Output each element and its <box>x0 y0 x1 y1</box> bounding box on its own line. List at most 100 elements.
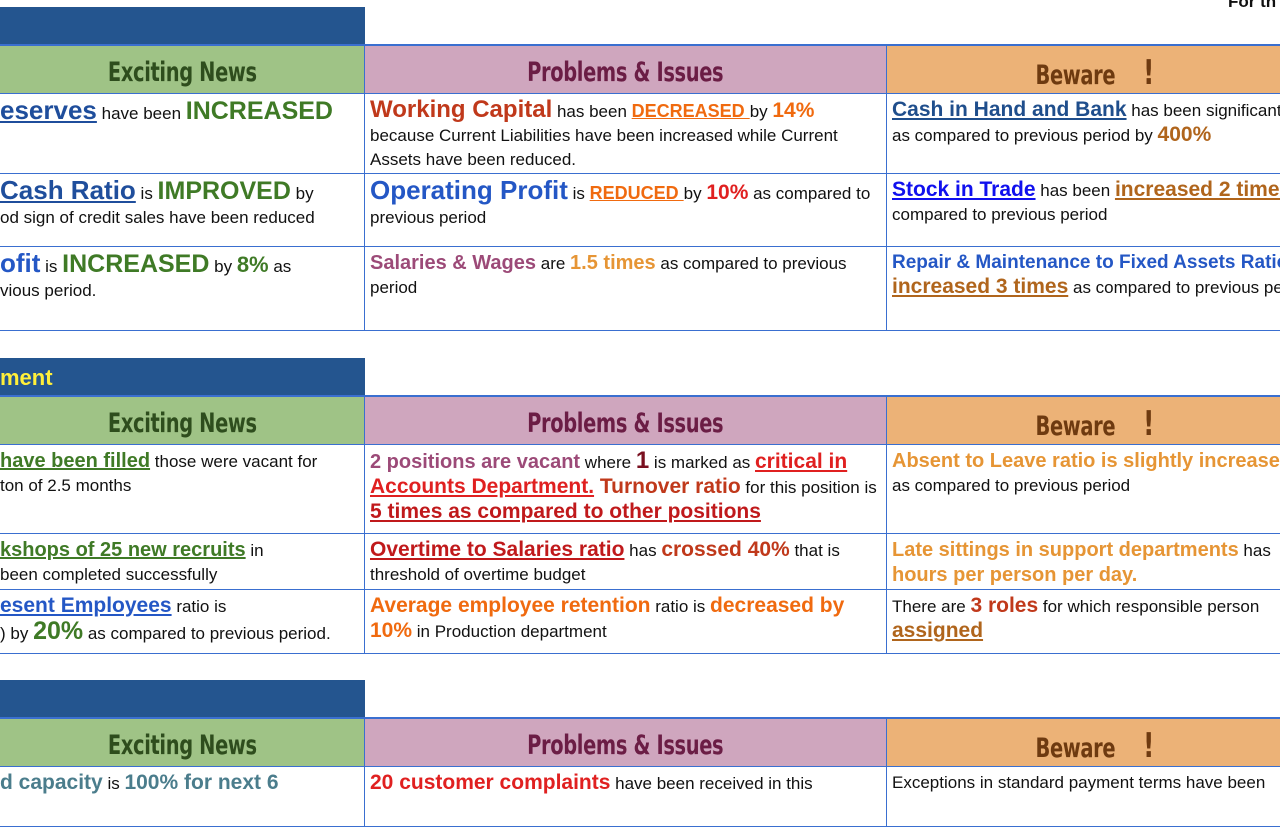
table-row: ofit is INCREASED by 8% as vious period. S… <box>0 247 1280 331</box>
cell-text: are <box>536 254 571 273</box>
highlight-text: Stock in Trade <box>892 178 1036 201</box>
highlight-text: Cash Ratio <box>0 175 136 205</box>
header-label: Beware <box>1035 733 1116 764</box>
highlight-text: INCREASED <box>185 97 333 125</box>
cell-text: as compared to previous period <box>1072 278 1280 297</box>
problems-cell: Overtime to Salaries ratio has crossed 4… <box>365 534 887 589</box>
problems-cell: 20 customer complaints have been receive… <box>365 767 887 826</box>
highlight-text: eserves <box>0 95 97 125</box>
problems-cell: Working Capital has been DECREASED by 14… <box>365 94 887 173</box>
cell-text: in <box>245 541 264 560</box>
cell-text: where <box>580 453 636 472</box>
highlight-text: Cash in Hand and Bank <box>892 98 1127 121</box>
highlight-text: Overtime to Salaries ratio <box>370 538 625 561</box>
cell-text: has <box>1238 541 1271 560</box>
highlight-text: Absent to Leave ratio is slightly increa… <box>892 450 1280 472</box>
news-cell: esent Employees ratio is) by 20% as comp… <box>0 590 365 653</box>
highlight-text: increased 3 times <box>892 275 1069 298</box>
cell-text: has been significantly increased <box>1131 101 1280 120</box>
highlight-text: 100% for next 6 <box>124 771 279 794</box>
cell-text: has been <box>1035 181 1115 200</box>
section-table: Exciting News Problems & Issues Beware ! d … <box>0 717 1280 827</box>
cell-text: ton of 2.5 months <box>0 476 132 495</box>
highlight-text: assigned <box>892 619 984 642</box>
highlight-text: 400% <box>1157 123 1212 146</box>
highlight-text: crossed 40% <box>661 538 790 561</box>
table-row: Cash Ratio is IMPROVED by od sign of cred… <box>0 174 1280 247</box>
highlight-text: Turnover ratio <box>594 475 741 498</box>
highlight-text: Operating Profit <box>370 175 568 205</box>
header-label: Problems & Issues <box>527 57 724 88</box>
highlight-text: 1 <box>635 447 650 474</box>
header-beware: Beware ! <box>887 46 1280 93</box>
exclamation-icon: ! <box>1142 404 1154 444</box>
highlight-text: decreased by 10% <box>370 594 845 642</box>
exclamation-icon: ! <box>1142 53 1154 93</box>
highlight-text: kshops of 25 new recruits <box>0 539 246 561</box>
header-label: Beware <box>1035 411 1116 442</box>
highlight-text: have been filled <box>0 450 151 472</box>
news-cell: d capacity is 100% for next 6 <box>0 767 365 826</box>
section-title: ment <box>0 358 365 395</box>
cell-text: ratio is <box>171 597 227 616</box>
highlight-text: critical in Accounts Department. <box>370 450 848 498</box>
cell-text: by <box>749 102 773 121</box>
news-cell: ofit is INCREASED by 8% as vious period. <box>0 247 365 330</box>
header-problems: Problems & Issues <box>365 46 887 93</box>
cell-text: od sign of credit sales have been reduce… <box>0 208 315 227</box>
section-title <box>0 7 365 44</box>
highlight-text: 20 customer complaints <box>370 771 611 794</box>
header-beware: Beware ! <box>887 719 1280 766</box>
highlight-text: REDUCED <box>589 183 684 203</box>
cell-text: because Current Liabilities have been in… <box>370 126 838 169</box>
cell-text: been completed successfully <box>0 565 218 584</box>
highlight-text: d capacity <box>0 771 103 794</box>
beware-cell: Stock in Trade has been increased 2 time… <box>887 174 1280 246</box>
highlight-text: increased 2 times <box>1114 178 1280 201</box>
highlight-text: Average employee retention <box>370 594 651 617</box>
cell-text: as compared to previous period. <box>83 624 331 643</box>
highlight-text: Late sittings in support departments <box>892 539 1239 561</box>
cell-text: has been <box>552 102 632 121</box>
problems-cell: Average employee retention ratio is decr… <box>365 590 887 653</box>
header-news: Exciting News <box>0 719 365 766</box>
highlight-text: ofit <box>0 248 41 278</box>
highlight-text: hours per person per day. <box>892 564 1138 586</box>
problems-cell: 2 positions are vacant where 1 is marked… <box>365 445 887 533</box>
news-cell: eserves have been INCREASED <box>0 94 365 173</box>
highlight-text: IMPROVED <box>157 177 291 205</box>
highlight-text: 8% <box>236 252 269 277</box>
cell-text: compared to previous period <box>892 205 1108 224</box>
header-row: Exciting News Problems & Issues Beware ! <box>0 719 1280 767</box>
header-row: Exciting News Problems & Issues Beware ! <box>0 397 1280 445</box>
highlight-text: 5 times as compared to other positions <box>370 500 761 523</box>
report-period-label: For th <box>1228 0 1277 11</box>
beware-cell: Cash in Hand and Bank has been significa… <box>887 94 1280 173</box>
cell-text: for which responsible person <box>1038 597 1260 616</box>
section-table: Exciting News Problems & Issues Beware ! ha… <box>0 395 1280 654</box>
cell-text: have been <box>96 104 186 123</box>
section-table: Exciting News Problems & Issues Beware ! es… <box>0 44 1280 331</box>
cell-text: for this position is <box>740 478 877 497</box>
cell-text: is marked as <box>649 453 755 472</box>
exclamation-icon: ! <box>1142 726 1154 766</box>
cell-text: is <box>40 257 63 276</box>
cell-text: ) by <box>0 624 34 643</box>
beware-cell: Repair & Maintenance to Fixed Assets Rat… <box>887 247 1280 330</box>
cell-text: in Production department <box>412 622 607 641</box>
cell-text: ratio is <box>650 597 711 616</box>
header-news: Exciting News <box>0 397 365 444</box>
highlight-text: 10% <box>706 181 749 204</box>
header-label: Exciting News <box>107 730 257 761</box>
header-label: Exciting News <box>107 408 257 439</box>
problems-cell: Operating Profit is REDUCED by 10% as co… <box>365 174 887 246</box>
header-label: Beware <box>1035 60 1116 91</box>
cell-text: as compared to previous period <box>370 184 871 227</box>
beware-cell: Absent to Leave ratio is slightly increa… <box>887 445 1280 533</box>
table-row: esent Employees ratio is) by 20% as comp… <box>0 590 1280 654</box>
cell-text: as compared to previous period by <box>892 126 1158 145</box>
cell-text: as compared to previous period <box>370 254 847 297</box>
table-row: kshops of 25 new recruits in been complet… <box>0 534 1280 590</box>
news-cell: Cash Ratio is IMPROVED by od sign of cred… <box>0 174 365 246</box>
highlight-text: esent Employees <box>0 594 172 617</box>
